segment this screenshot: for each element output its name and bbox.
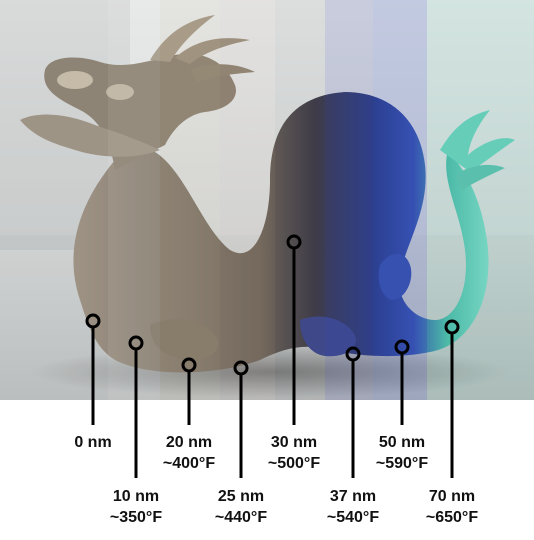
label-30nm: 30 nm ~500°F: [268, 432, 320, 474]
label-50nm: 50 nm ~590°F: [376, 432, 428, 474]
label-temperature: ~500°F: [267, 455, 321, 472]
label-thickness: 37 nm: [329, 488, 377, 505]
label-temperature: ~590°F: [375, 455, 429, 472]
label-temperature: ~440°F: [214, 509, 268, 526]
label-thickness: 10 nm: [112, 488, 160, 505]
label-20nm: 20 nm ~400°F: [163, 432, 215, 474]
label-thickness: 70 nm: [428, 488, 476, 505]
label-thickness: 25 nm: [217, 488, 265, 505]
label-37nm: 37 nm ~540°F: [327, 486, 379, 528]
label-temperature: ~350°F: [109, 509, 163, 526]
label-thickness: 0 nm: [74, 434, 112, 451]
label-thickness: 50 nm: [378, 434, 426, 451]
label-thickness: 30 nm: [270, 434, 318, 451]
label-temperature: ~400°F: [162, 455, 216, 472]
label-0nm: 0 nm: [74, 432, 111, 453]
label-temperature: ~540°F: [326, 509, 380, 526]
dragon-photo: [0, 0, 534, 400]
label-10nm: 10 nm ~350°F: [110, 486, 162, 528]
label-25nm: 25 nm ~440°F: [215, 486, 267, 528]
label-70nm: 70 nm ~650°F: [426, 486, 478, 528]
label-temperature: ~650°F: [425, 509, 479, 526]
label-thickness: 20 nm: [165, 434, 213, 451]
